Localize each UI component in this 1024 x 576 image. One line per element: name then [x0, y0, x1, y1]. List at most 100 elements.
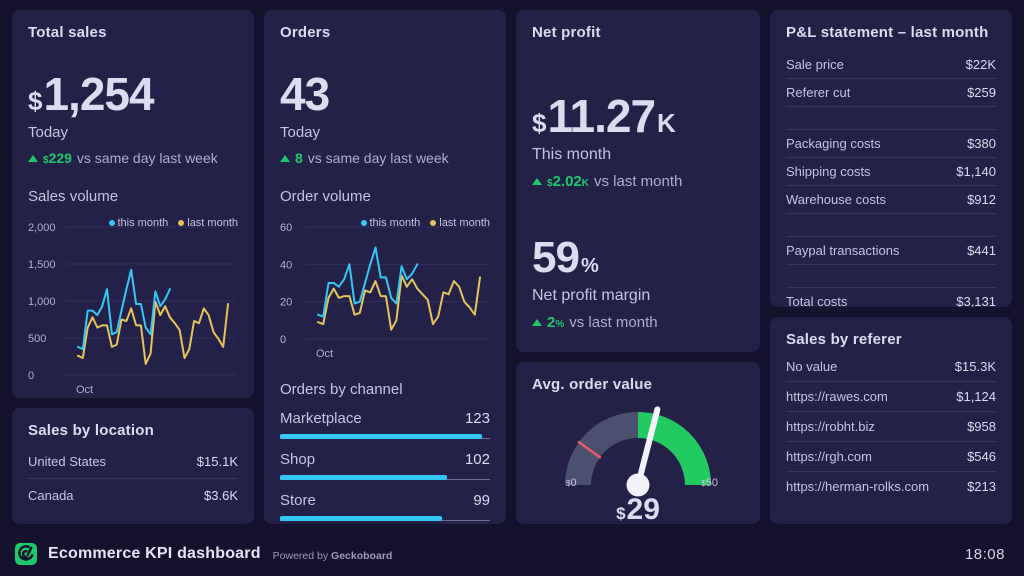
currency-symbol: $ — [532, 108, 547, 138]
gauge-svg — [565, 406, 711, 497]
sales-by-referer-card: Sales by referer No value $15.3K https://… — [770, 317, 1012, 524]
table-row: Canada $3.6K — [28, 478, 238, 512]
pnl-rows: Sale price $22K Referer cut $259 Packaging… — [786, 51, 996, 307]
card-title: P&L statement – last month — [786, 24, 989, 41]
table-row: Packaging costs $380 — [786, 130, 996, 158]
svg-text:Oct: Oct — [76, 384, 93, 396]
chart-legend: this month last month — [108, 217, 238, 229]
metric-caption: This month — [532, 146, 612, 163]
delta-text: vs same day last week — [76, 150, 218, 166]
svg-text:Oct: Oct — [316, 348, 333, 360]
net-profit-margin-value: 59% — [532, 233, 599, 282]
clock: 18:08 — [964, 545, 1005, 563]
column-4: P&L statement – last month Sale price $22… — [770, 10, 1012, 524]
delta-text: vs same day last week — [307, 150, 449, 166]
pnl-card: P&L statement – last month Sale price $22… — [770, 10, 1012, 307]
metric-caption: Today — [28, 124, 69, 141]
orders-by-channel: Marketplace 123 Shop 102 — [280, 410, 490, 521]
table-row: Referer cut $259 — [786, 79, 996, 107]
sales-volume-chart: this month last month 0 500 1,000 1,500 2,00… — [28, 215, 238, 398]
up-arrow-icon — [28, 154, 38, 162]
table-row: United States $15.1K — [28, 454, 238, 469]
card-title: Sales by location — [28, 422, 154, 439]
referer-rows: No value $15.3K https://rawes.com $1,124 h… — [786, 352, 996, 501]
delta-value: 2% — [547, 314, 565, 331]
channel-row: Marketplace 123 — [280, 410, 490, 439]
delta-row: 8 vs same day last week — [280, 150, 490, 166]
card-title: Avg. order value — [532, 376, 653, 393]
channel-value: 102 — [464, 451, 490, 468]
svg-text:0: 0 — [280, 334, 286, 346]
delta-text: vs last month — [569, 314, 658, 331]
channel-row: Shop 102 — [280, 451, 490, 480]
channel-bar — [280, 516, 443, 521]
column-1: Total sales $1,254 Today $229 vs same da… — [12, 10, 254, 524]
cards-grid: Total sales $1,254 Today $229 vs same da… — [12, 10, 1012, 524]
delta-row: $2.02 K vs last month — [532, 173, 744, 190]
chart-legend: this month last month — [360, 217, 490, 229]
pnl-group: Packaging costs $380 Shipping costs $1,140… — [786, 129, 996, 214]
table-row: https://rawes.com $1,124 — [786, 381, 996, 411]
gauge-min-label: $0 — [566, 477, 577, 489]
card-title: Sales by referer — [786, 331, 902, 348]
channel-label: Store — [280, 492, 316, 509]
svg-text:1,000: 1,000 — [28, 296, 56, 308]
table-row: https://rgh.com $546 — [786, 441, 996, 471]
svg-text:20: 20 — [280, 297, 292, 309]
gauge-max-label: $50 — [701, 477, 718, 489]
delta-value: $2.02 K — [547, 173, 589, 190]
gauge-value: $29 — [616, 493, 660, 524]
last-month-dot-icon — [178, 220, 185, 226]
channels-title: Orders by channel — [280, 381, 403, 398]
orders-card: Orders 43 Today 8 vs same day last week … — [264, 10, 506, 524]
card-title: Net profit — [532, 24, 601, 41]
this-month-dot-icon — [360, 220, 367, 226]
up-arrow-icon — [532, 178, 542, 185]
delta-value: 8 — [295, 150, 303, 166]
table-row: https://robht.biz $958 — [786, 411, 996, 441]
delta-row: 2% vs last month — [532, 314, 744, 331]
delta-row: $229 vs same day last week — [28, 150, 238, 166]
table-row: https://herman-rolks.com $213 — [786, 471, 996, 501]
table-row: Sale price $22K — [786, 51, 996, 79]
table-row: Total costs $3,131 — [786, 294, 996, 307]
card-title: Total sales — [28, 24, 107, 41]
table-row: Warehouse costs $912 — [786, 186, 996, 214]
up-arrow-icon — [280, 154, 290, 162]
line-chart-svg: 0 500 1,000 1,500 2,000 Oct — [28, 222, 236, 396]
column-3: Net profit $11.27 K This month $2.02 K vs … — [516, 10, 760, 524]
this-month-dot-icon — [108, 220, 115, 226]
currency-symbol: $ — [28, 86, 43, 116]
table-row: No value $15.3K — [786, 359, 996, 374]
svg-text:2,000: 2,000 — [28, 222, 56, 234]
location-rows: United States $15.1K Canada $3.6K — [28, 445, 238, 512]
powered-by: Powered by Geckoboard — [272, 550, 393, 562]
channel-value: 99 — [473, 492, 490, 509]
channel-bar — [280, 475, 448, 480]
footer-bar: Ecommerce KPI dashboard Powered by Gecko… — [0, 532, 1024, 576]
channel-label: Shop — [280, 451, 316, 468]
card-title: Orders — [280, 24, 331, 41]
svg-text:40: 40 — [280, 259, 292, 271]
svg-text:0: 0 — [28, 370, 34, 382]
avg-order-value-card: Avg. order value $0 $50 $29 — [516, 362, 760, 524]
svg-text:500: 500 — [28, 333, 46, 345]
section-title: Sales volume — [28, 188, 119, 205]
metric-caption: Today — [280, 124, 321, 141]
dashboard-title: Ecommerce KPI dashboard — [48, 545, 261, 562]
order-volume-chart: this month last month 0 20 40 60 Oct — [280, 215, 490, 365]
net-profit-value: $11.27 K — [532, 90, 676, 142]
orders-value: 43 — [280, 68, 330, 120]
gauge-chart: $0 $50 — [532, 399, 744, 499]
svg-text:60: 60 — [280, 222, 292, 234]
delta-text: vs last month — [594, 173, 683, 190]
last-month-dot-icon — [430, 220, 437, 226]
table-row: Shipping costs $1,140 — [786, 158, 996, 186]
channel-bar — [280, 434, 482, 439]
up-arrow-icon — [532, 319, 542, 326]
column-2: Orders 43 Today 8 vs same day last week … — [264, 10, 506, 524]
section-title: Order volume — [280, 188, 371, 205]
pnl-group: Total costs $3,131 — [786, 287, 996, 307]
table-row: Paypal transactions $441 — [786, 237, 996, 265]
